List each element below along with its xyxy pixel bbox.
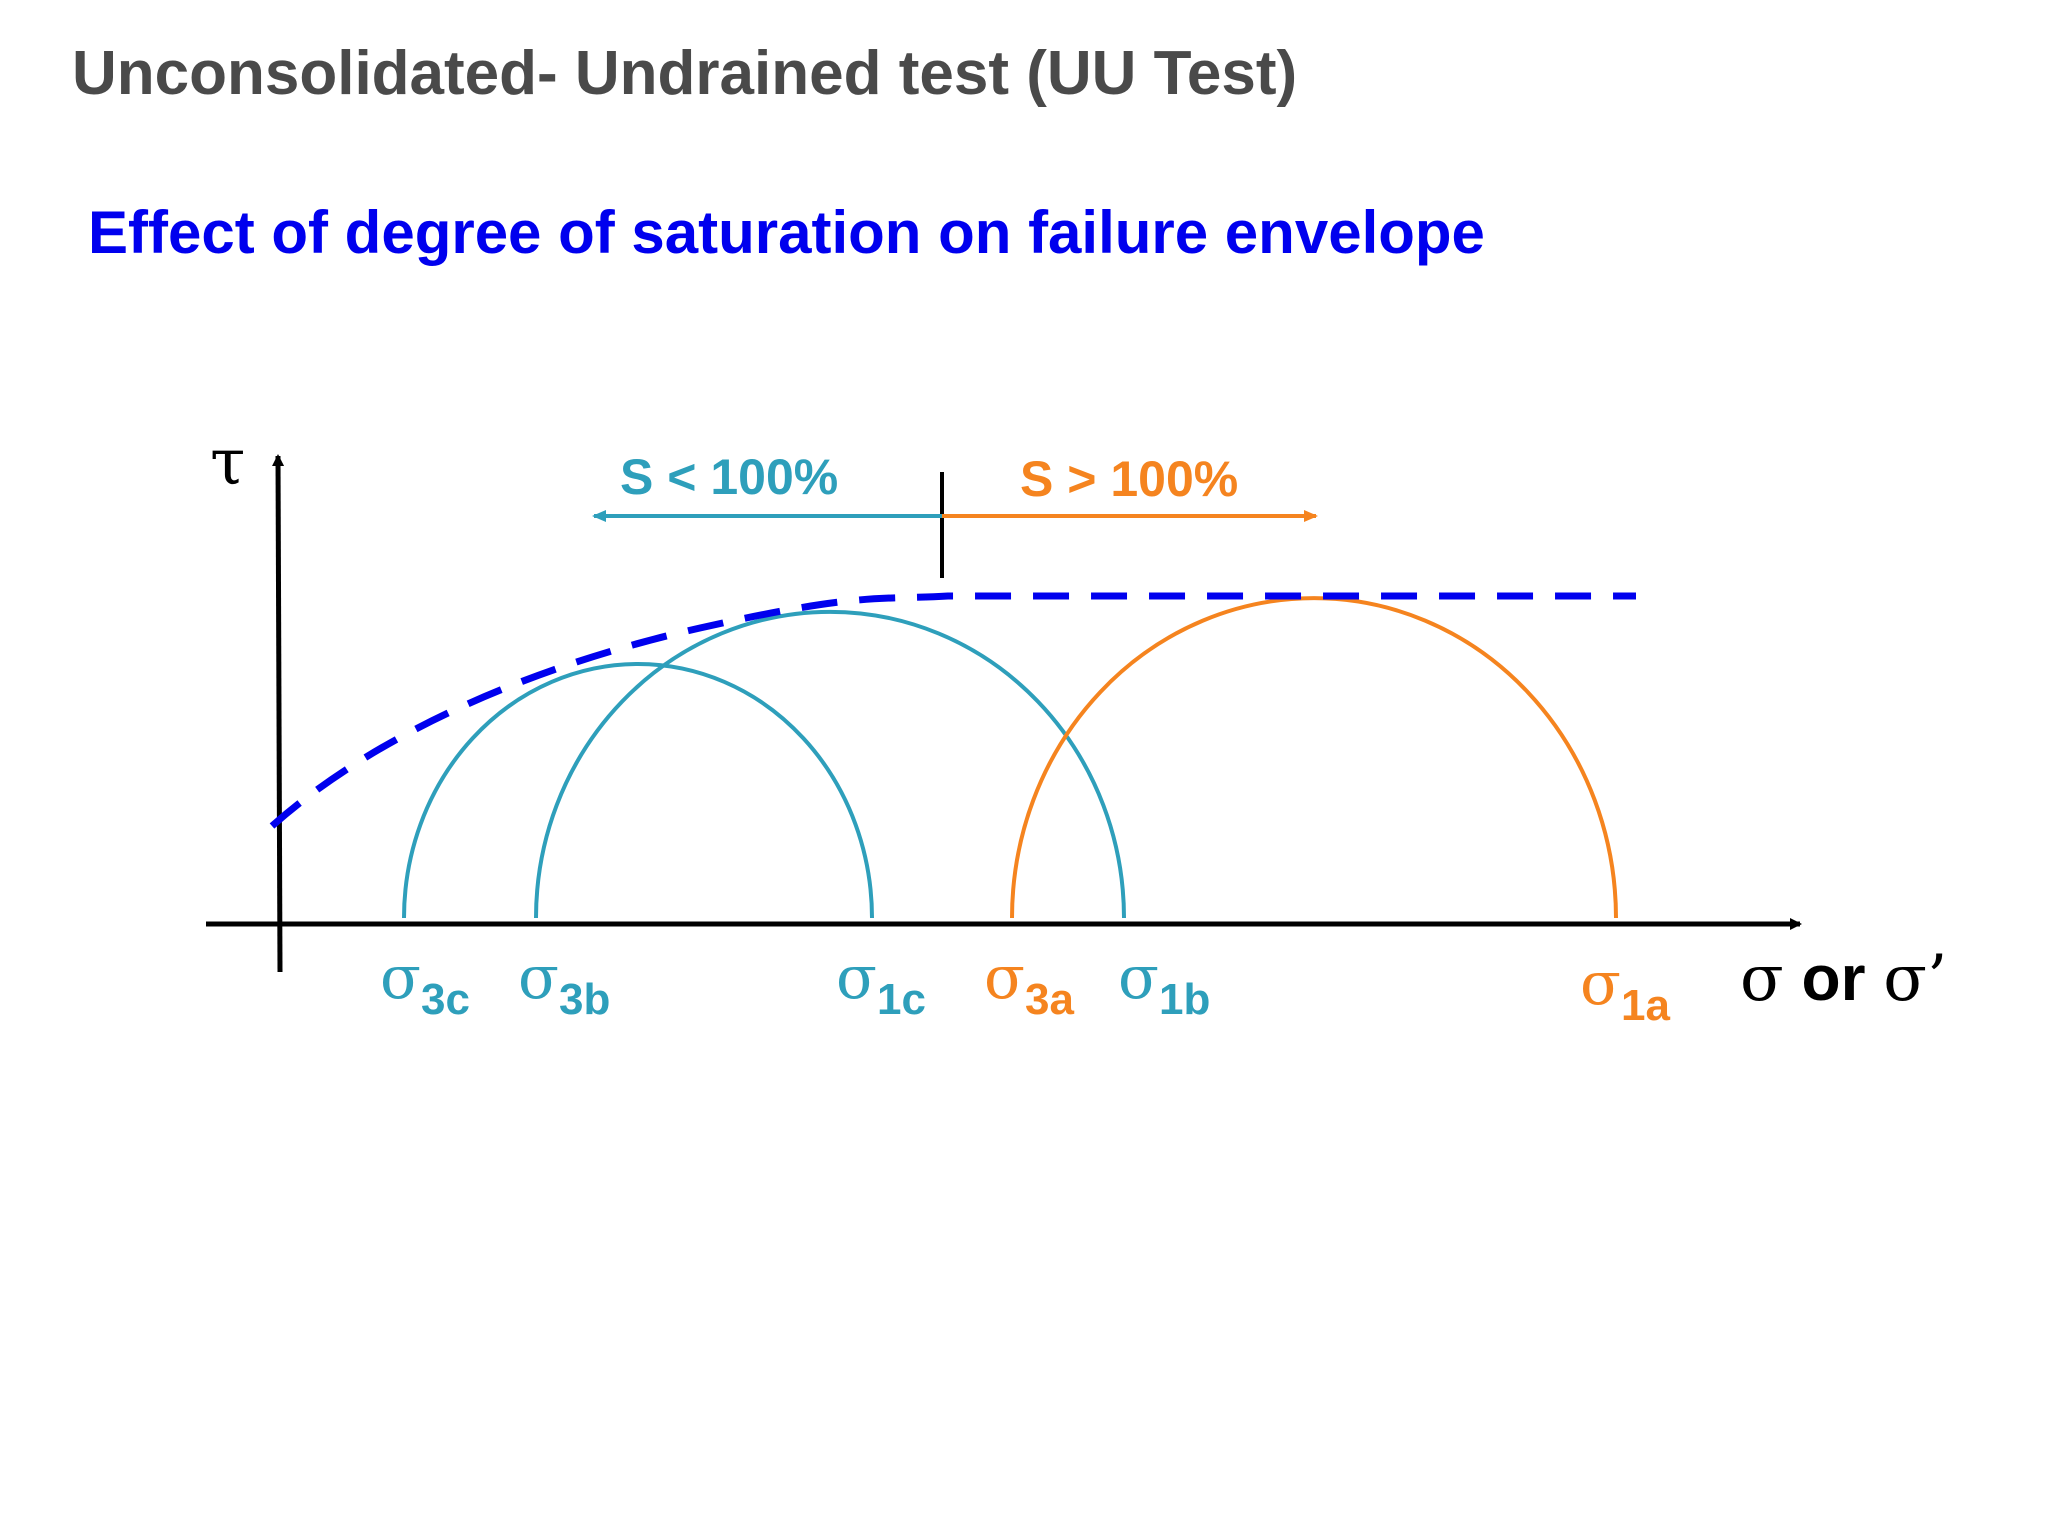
sigma-1b-label: σ1b (1118, 943, 1210, 1024)
tau-axis-label: τ (210, 426, 245, 500)
unsaturated-region-label: S < 100% (620, 449, 838, 505)
stress-labels: σ3c σ3b σ1c σ3a σ1b σ1a (380, 943, 1670, 1030)
mohr-circle-b (534, 609, 1126, 919)
saturated-region-label: S > 100% (1020, 451, 1238, 507)
mohr-circle-c (402, 662, 874, 919)
tau-axis (272, 454, 285, 973)
sigma-1a-label: σ1a (1580, 949, 1670, 1030)
sigma-3c-label: σ3c (380, 943, 470, 1024)
sigma-3a-label: σ3a (984, 943, 1074, 1024)
failure-envelope (269, 592, 1636, 829)
sigma-3b-label: σ3b (518, 943, 610, 1024)
sigma-axis-label: σ or σ’ (1740, 942, 1947, 1016)
mohr-circle-a (1010, 596, 1618, 919)
slide-subtitle: Effect of degree of saturation on failur… (88, 199, 1485, 266)
sigma-1c-label: σ1c (836, 943, 926, 1024)
slide-title: Unconsolidated- Undrained test (UU Test) (72, 39, 1298, 108)
